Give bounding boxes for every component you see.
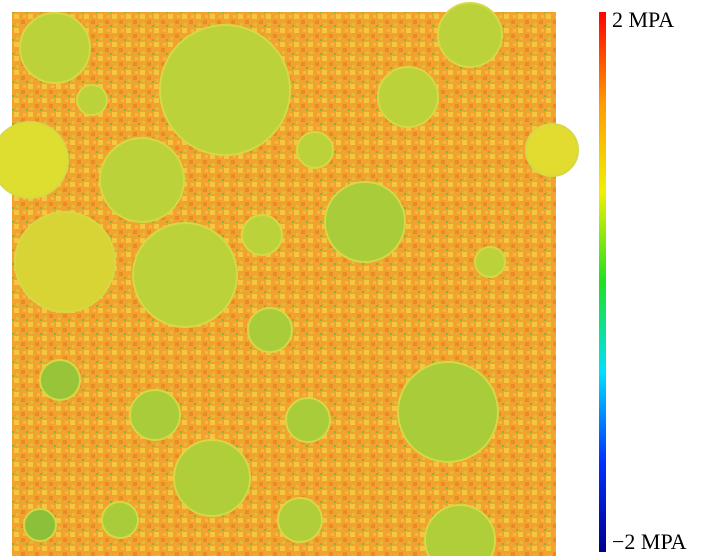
- colorbar-label: 2 MPA: [612, 7, 674, 32]
- stress-field: [0, 2, 579, 556]
- colorbar-label: −2 MPA: [612, 529, 687, 554]
- colorbar: [599, 12, 606, 552]
